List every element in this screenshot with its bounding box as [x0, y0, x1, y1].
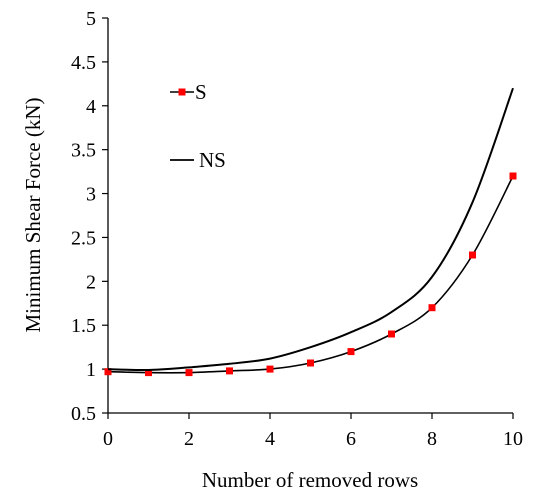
data-point-s	[266, 365, 274, 373]
y-tick-label: 1	[86, 359, 96, 381]
y-ticks: 0.5 1 1.5 2 2.5 3 3.5 4 4.5 5	[71, 8, 108, 425]
legend-marker-s	[178, 88, 186, 96]
x-tick-label: 0	[103, 428, 113, 450]
y-axis-title: Minimum Shear Force (kN)	[21, 97, 45, 332]
y-tick-label: 0.5	[71, 403, 96, 425]
x-ticks: 0 2 4 6 8 10	[103, 413, 523, 450]
y-tick-label: 4	[86, 96, 96, 118]
data-point-s	[145, 369, 152, 377]
series-line-ns	[107, 87, 514, 372]
y-tick-label: 5	[86, 8, 96, 30]
x-tick-label: 8	[427, 428, 437, 450]
x-axis-title: Number of removed rows	[202, 468, 418, 492]
data-point-s	[509, 172, 517, 180]
data-point-s	[226, 367, 233, 375]
legend-label-s: S	[195, 80, 207, 104]
legend: S NS	[170, 80, 226, 172]
y-tick-label: 3.5	[71, 140, 96, 162]
data-point-s	[185, 369, 193, 377]
data-point-s	[428, 304, 436, 312]
y-tick-label: 1.5	[71, 315, 96, 337]
x-tick-label: 6	[346, 428, 356, 450]
x-tick-label: 4	[265, 428, 275, 450]
axes	[107, 18, 513, 414]
series-line-s	[107, 175, 514, 374]
data-point-s	[347, 348, 355, 356]
data-point-s	[469, 251, 476, 259]
data-point-s	[388, 330, 395, 338]
data-point-s	[104, 368, 112, 376]
x-tick-label: 10	[503, 428, 523, 450]
y-tick-label: 2.5	[71, 227, 96, 249]
data-point-s	[307, 359, 314, 367]
series-layer	[104, 87, 517, 377]
x-tick-label: 2	[184, 428, 194, 450]
y-tick-label: 3	[86, 184, 96, 206]
y-tick-label: 4.5	[71, 52, 96, 74]
legend-label-ns: NS	[199, 148, 226, 172]
y-tick-label: 2	[86, 271, 96, 293]
